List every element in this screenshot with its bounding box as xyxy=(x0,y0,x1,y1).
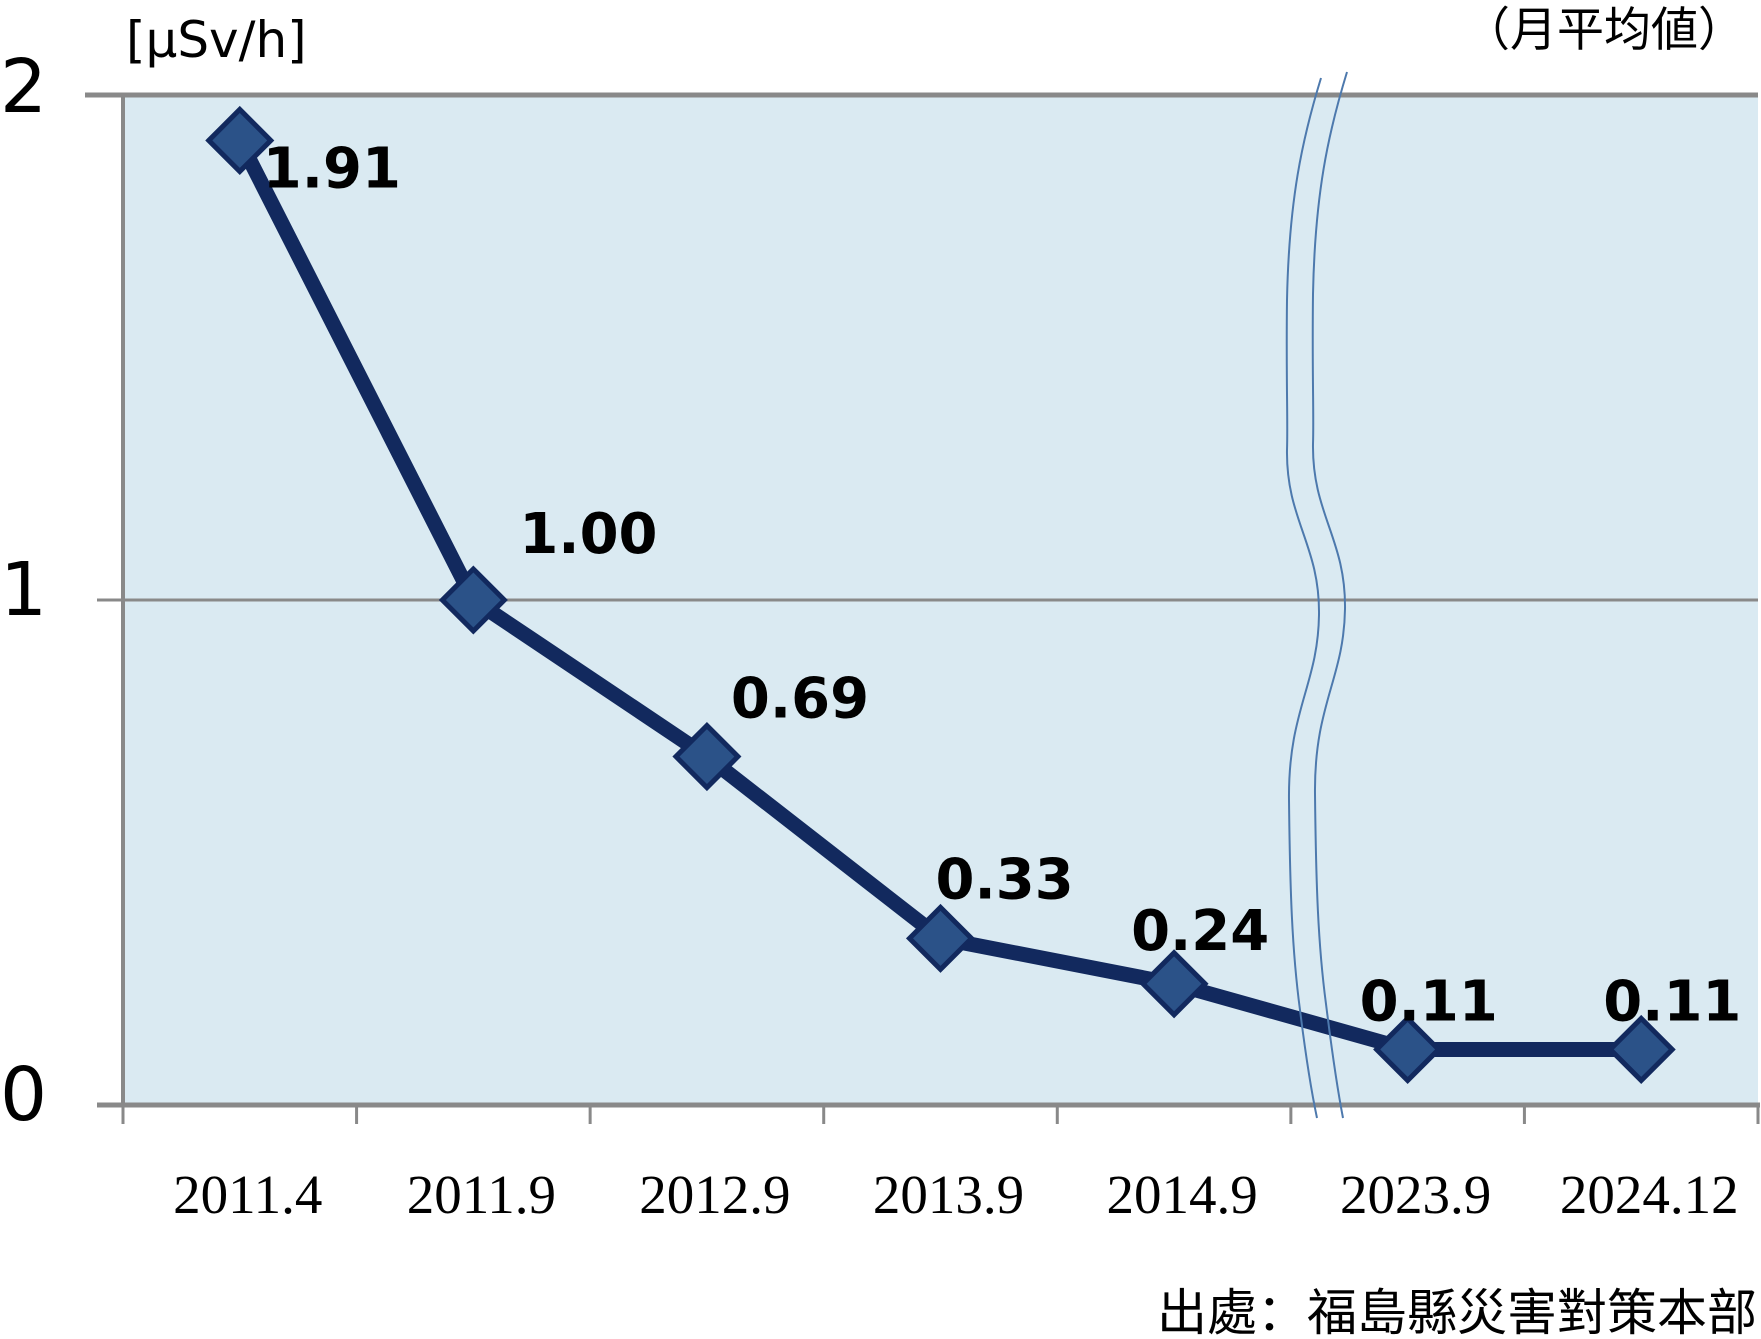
data-point-markers xyxy=(205,105,1676,1084)
y-tick-label: 1 xyxy=(0,547,47,633)
x-tick-label: 2023.9 xyxy=(1340,1164,1491,1225)
data-label: 0.33 xyxy=(936,847,1074,912)
data-point-marker xyxy=(1606,1014,1676,1084)
data-point-marker xyxy=(1139,949,1209,1019)
data-labels: 1.91 1.00 0.69 0.33 0.24 0.11 0.11 xyxy=(263,136,1742,1034)
x-tick-labels: 2011.4 2011.9 2012.9 2013.9 2014.9 2023.9 2024… xyxy=(173,1164,1738,1225)
data-label: 0.24 xyxy=(1131,899,1269,964)
axis-break-wave xyxy=(1285,71,1348,1119)
data-point-marker xyxy=(1373,1014,1443,1084)
y-tick-label: 2 xyxy=(0,44,47,130)
subtitle: （月平均値） xyxy=(1463,5,1745,57)
data-label: 1.91 xyxy=(263,136,401,201)
x-axis-ticks xyxy=(121,1105,1760,1124)
data-point-marker xyxy=(205,105,275,175)
data-label: 1.00 xyxy=(519,502,657,567)
data-label: 0.69 xyxy=(731,667,869,732)
x-tick-label: 2012.9 xyxy=(639,1164,790,1225)
source-label: 出處：福島縣災害對策本部 xyxy=(1157,1285,1757,1339)
unit-label: [μSv/h] xyxy=(126,11,307,69)
data-point-marker xyxy=(905,903,976,973)
y-tick-label: 0 xyxy=(0,1052,47,1138)
x-tick-label: 2011.4 xyxy=(173,1164,322,1225)
y-tick-labels: 2 1 0 xyxy=(0,44,47,1138)
x-tick-label: 2024.12 xyxy=(1560,1164,1739,1225)
x-tick-label: 2013.9 xyxy=(873,1164,1024,1225)
axis-break-wave-left xyxy=(1285,77,1322,1119)
data-label: 0.11 xyxy=(1360,969,1498,1034)
axis-break-wave-right xyxy=(1311,71,1348,1119)
x-tick-label: 2011.9 xyxy=(407,1164,556,1225)
data-point-marker xyxy=(672,722,742,792)
data-point-marker xyxy=(438,565,508,635)
x-tick-label: 2014.9 xyxy=(1106,1164,1257,1225)
data-label: 0.11 xyxy=(1603,969,1741,1034)
